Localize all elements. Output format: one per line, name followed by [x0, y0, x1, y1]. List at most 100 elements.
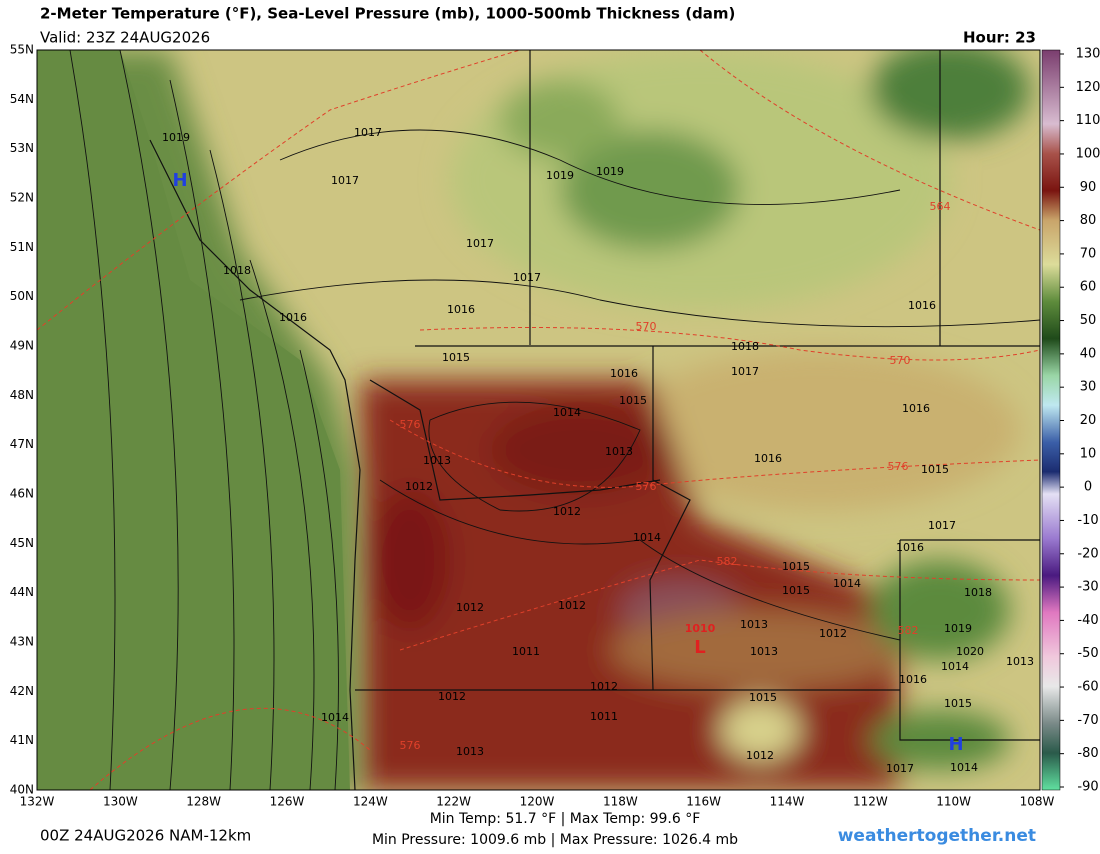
isobar-label: 1016 [896, 541, 924, 554]
isobar-label: 1013 [605, 445, 633, 458]
isobar-label: 1017 [466, 237, 494, 250]
lat-label: 54N [10, 92, 34, 106]
colorbar-label: 60 [1080, 280, 1097, 295]
isobar-label: 1013 [456, 745, 484, 758]
colorbar-label: -80 [1077, 746, 1098, 761]
isobar-label: 1017 [331, 174, 359, 187]
colorbar-label: 20 [1080, 413, 1097, 428]
isobar-label: 1014 [633, 531, 661, 544]
lat-label: 45N [10, 536, 34, 550]
colorbar-label: 130 [1076, 47, 1100, 62]
lon-label: 120W [520, 795, 555, 809]
thickness-label: 576 [400, 739, 421, 752]
lon-label: 124W [353, 795, 388, 809]
isobar-label: 1017 [513, 271, 541, 284]
lat-label: 55N [10, 43, 34, 57]
isobar-label: 1020 [956, 645, 984, 658]
isobar-label: 1015 [782, 560, 810, 573]
isobar-label: 1016 [902, 402, 930, 415]
isobar-label: 1011 [590, 710, 618, 723]
lat-label: 47N [10, 437, 34, 451]
lat-label: 42N [10, 684, 34, 698]
isobar-label: 1012 [819, 627, 847, 640]
isobar-label: 1018 [223, 264, 251, 277]
colorbar-label: -90 [1077, 780, 1098, 795]
isobar-label: 1016 [447, 303, 475, 316]
isobar-label: 1018 [731, 340, 759, 353]
isobar-label: 1012 [590, 680, 618, 693]
lon-label: 118W [603, 795, 638, 809]
thickness-label: 582 [717, 555, 738, 568]
model-run: 00Z 24AUG2026 NAM-12km [40, 827, 251, 845]
isobar-label: 1017 [886, 762, 914, 775]
colorbar [1041, 49, 1061, 791]
thickness-label: 570 [890, 354, 911, 367]
lon-label: 128W [186, 795, 221, 809]
isobar-label: 1012 [405, 480, 433, 493]
lon-label: 132W [20, 795, 55, 809]
isobar-label: 1014 [950, 761, 978, 774]
temp-range: Min Temp: 51.7 °F | Max Temp: 99.6 °F [430, 811, 701, 827]
lat-label: 50N [10, 289, 34, 303]
colorbar-label: -40 [1077, 613, 1098, 628]
colorbar-label: -70 [1077, 713, 1098, 728]
isobar-label: 1015 [749, 691, 777, 704]
colorbar-label: 120 [1076, 80, 1100, 95]
isobar-label: 1011 [512, 645, 540, 658]
colorbar-label: -50 [1077, 646, 1098, 661]
isobar-label: 1016 [279, 311, 307, 324]
isobar-label: 1012 [746, 749, 774, 762]
map-field [37, 50, 1040, 790]
thickness-label: 582 [898, 624, 919, 637]
lat-label: 44N [10, 585, 34, 599]
thickness-label: 576 [400, 418, 421, 431]
colorbar-label: 70 [1080, 246, 1097, 261]
colorbar-label: 110 [1076, 113, 1100, 128]
colorbar-label: 90 [1080, 180, 1097, 195]
thickness-label: 564 [930, 200, 951, 213]
isobar-label: 1014 [941, 660, 969, 673]
isobar-label: 1014 [321, 711, 349, 724]
isobar-label: 1012 [558, 599, 586, 612]
thickness-label: 570 [636, 320, 657, 333]
colorbar-label: 50 [1080, 313, 1097, 328]
isobar-label: 1012 [438, 690, 466, 703]
isobar-label: 1013 [750, 645, 778, 658]
isobar-label: 1015 [442, 351, 470, 364]
lon-label: 130W [103, 795, 138, 809]
isobar-label: 1012 [553, 505, 581, 518]
map-frame [36, 49, 1041, 791]
isobar-label: 1013 [1006, 655, 1034, 668]
title: 2-Meter Temperature (°F), Sea-Level Pres… [40, 5, 735, 23]
lon-label: 116W [686, 795, 721, 809]
colorbar-label: 30 [1080, 380, 1097, 395]
site-credit: weathertogether.net [838, 826, 1036, 846]
isobar-label: 1014 [833, 577, 861, 590]
isobar-label: 1013 [740, 618, 768, 631]
thickness-label: 576 [888, 460, 909, 473]
lat-label: 48N [10, 388, 34, 402]
forecast-hour: Hour: 23 [963, 29, 1036, 47]
lon-label: 126W [270, 795, 305, 809]
isobar-label: 1018 [964, 586, 992, 599]
thickness-lines [37, 50, 1040, 790]
isobar-label: 1019 [944, 622, 972, 635]
isobar-label: 1015 [782, 584, 810, 597]
lon-label: 110W [936, 795, 971, 809]
isobar-label: 1012 [456, 601, 484, 614]
isobar-label: 1019 [546, 169, 574, 182]
pressure-center: L [694, 637, 705, 658]
isobar-label: 1016 [610, 367, 638, 380]
isobar-label: 1015 [944, 697, 972, 710]
isobar-label: 1017 [731, 365, 759, 378]
colorbar-label: -60 [1077, 680, 1098, 695]
isobar-label: 1016 [754, 452, 782, 465]
colorbar-label: 40 [1080, 346, 1097, 361]
lat-label: 41N [10, 733, 34, 747]
valid-time: Valid: 23Z 24AUG2026 [40, 29, 210, 47]
borders [149, 50, 1040, 790]
isobar-label: 1013 [423, 454, 451, 467]
isobar-label: 1014 [553, 406, 581, 419]
colorbar-label: -30 [1077, 580, 1098, 595]
